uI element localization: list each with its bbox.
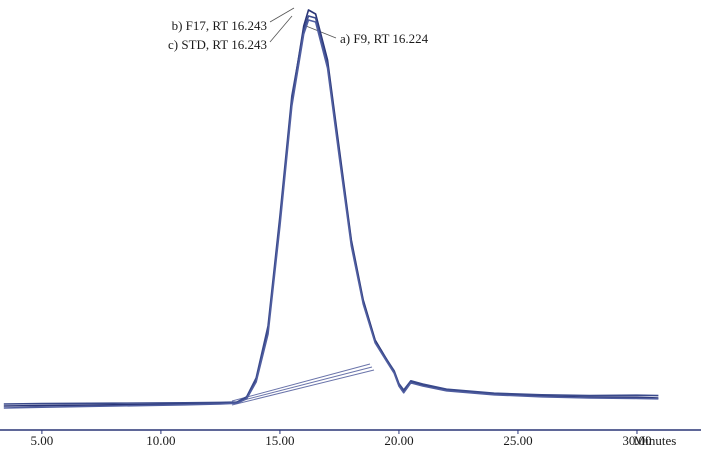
annotation: a) F9, RT 16.224 [340,31,429,46]
x-tick-label: 15.00 [265,433,294,448]
annotation: b) F17, RT 16.243 [172,18,267,33]
x-tick-label: 10.00 [146,433,175,448]
series-line [3,9,659,407]
leader-line [269,7,295,23]
leader-line [269,15,293,43]
x-tick-label: 20.00 [384,433,413,448]
annotation: c) STD, RT 16.243 [168,37,267,52]
x-axis-label: Minutes [634,433,677,448]
x-tick-label: 5.00 [31,433,54,448]
x-tick-label: 25.00 [503,433,532,448]
x-tick-label: 30.00 [622,433,651,448]
series-line [3,15,659,405]
baseline-segment [231,369,375,406]
baseline-segment [231,363,371,402]
series-line [3,19,659,409]
baseline-segment [231,366,373,404]
integration-baselines [231,363,375,406]
